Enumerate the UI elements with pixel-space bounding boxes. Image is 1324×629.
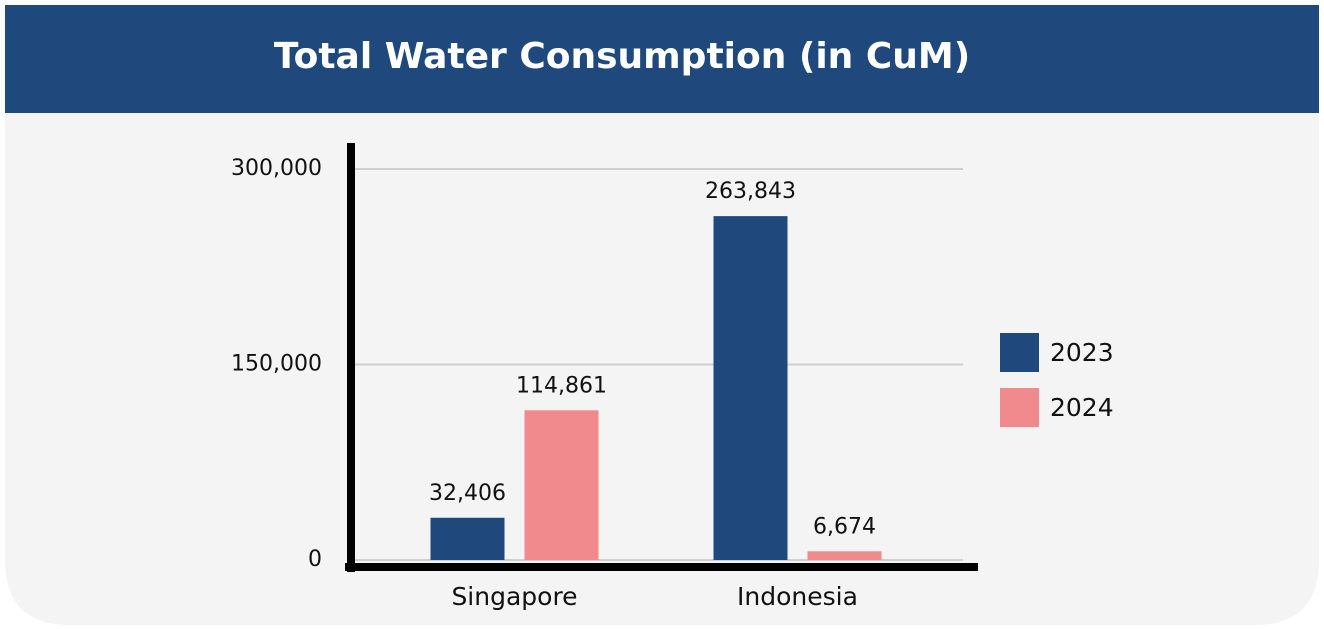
bar [807, 551, 882, 560]
header [5, 5, 1319, 113]
legend-swatch [1000, 388, 1039, 427]
bar [713, 216, 788, 560]
bar [430, 517, 505, 560]
y-tick-label: 300,000 [231, 156, 322, 181]
y-tick-label: 0 [308, 547, 322, 572]
x-tick-label: Indonesia [737, 582, 858, 611]
legend-label: 2024 [1050, 393, 1114, 422]
x-tick-label: Singapore [451, 582, 577, 611]
legend-swatch [1000, 333, 1039, 372]
value-label: 263,843 [705, 179, 796, 204]
value-label: 114,861 [516, 373, 607, 398]
value-label: 6,674 [813, 514, 876, 539]
legend-label: 2023 [1050, 338, 1114, 367]
bar [524, 410, 599, 560]
y-tick-label: 150,000 [231, 352, 322, 377]
value-label: 32,406 [429, 481, 506, 506]
card [5, 5, 1319, 625]
chart-title: Total Water Consumption (in CuM) [274, 36, 970, 77]
